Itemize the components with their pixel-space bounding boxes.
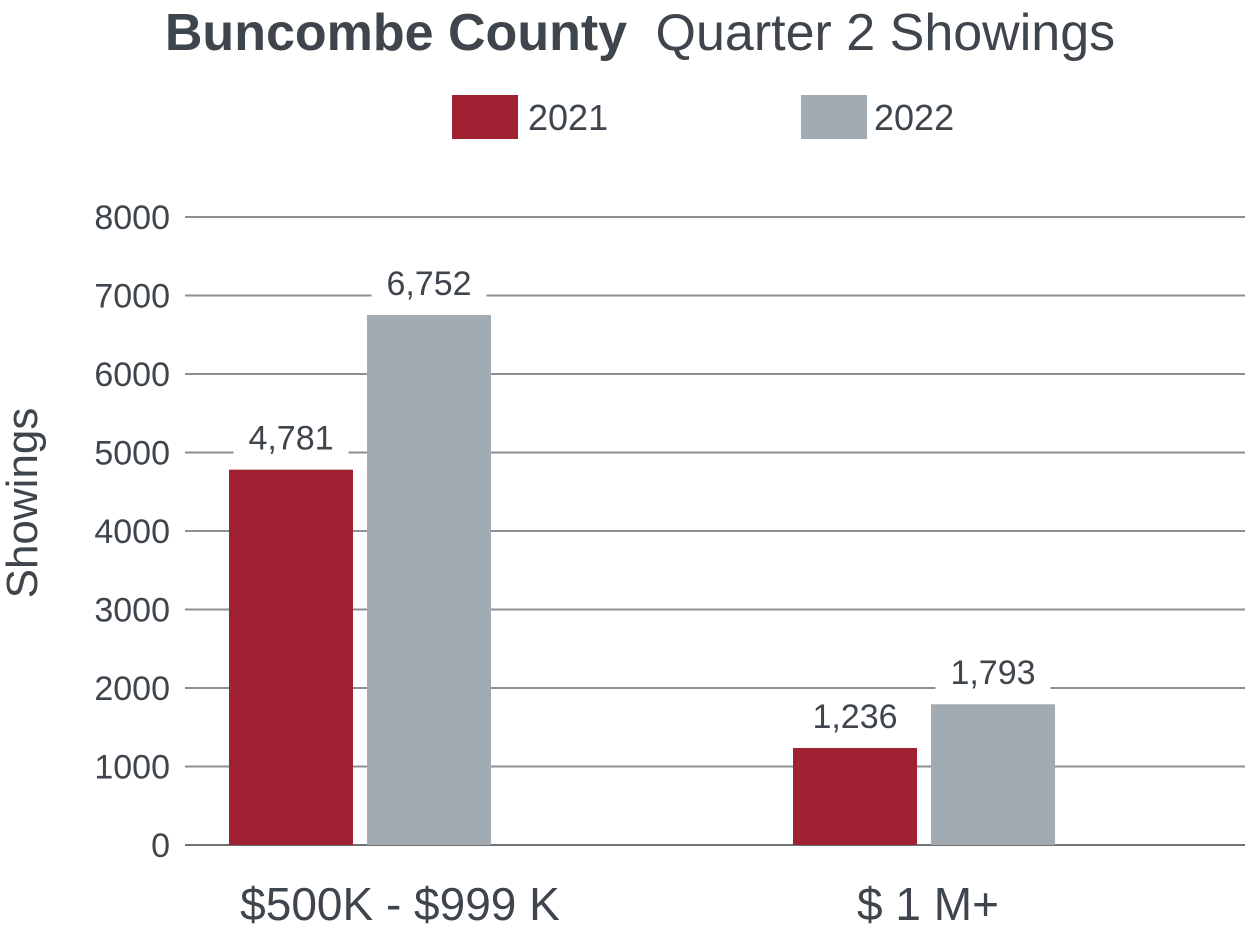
legend-label-2021: 2021 [528, 97, 608, 138]
legend-swatch-2021 [452, 95, 518, 139]
x-tick-0: $500K - $999 K [240, 878, 560, 930]
bar-2022-1 [931, 704, 1055, 845]
bar-label-2022-1: 1,793 [950, 654, 1035, 692]
legend-swatch-2022 [801, 95, 867, 139]
legend: 2021 2022 [452, 95, 954, 139]
y-axis-label: Showings [0, 408, 47, 599]
bar-2021-1 [793, 747, 917, 845]
legend-label-2022: 2022 [874, 97, 954, 138]
y-tick-5000: 5000 [94, 435, 170, 473]
bar-label-bg-2022-1 [935, 652, 1051, 693]
bar-2021-0 [229, 469, 353, 845]
y-tick-3000: 3000 [94, 592, 170, 630]
y-tick-2000: 2000 [94, 670, 170, 708]
x-tick-labels: $500K - $999 K $ 1 M+ [240, 878, 999, 930]
bar-label-2022-0: 6,752 [386, 265, 471, 303]
gridlines [185, 216, 1245, 846]
y-tick-8000: 8000 [94, 199, 170, 237]
bar-label-bg-2021-0 [233, 417, 349, 458]
bar-label-bg-2022-0 [371, 262, 487, 303]
chart-title: Buncombe County Quarter 2 Showings [165, 4, 1115, 62]
bar-label-2021-0: 4,781 [248, 420, 333, 458]
y-tick-0: 0 [151, 827, 170, 865]
y-tick-1000: 1000 [94, 749, 170, 787]
bars [229, 314, 1055, 845]
x-tick-1: $ 1 M+ [857, 878, 999, 930]
chart-title-rest: Quarter 2 Showings [656, 4, 1116, 62]
bar-label-2021-1: 1,236 [812, 698, 897, 736]
bar-2022-0 [367, 314, 491, 845]
y-tick-7000: 7000 [94, 278, 170, 316]
chart-title-bold: Buncombe County [165, 4, 627, 62]
y-tick-4000: 4000 [94, 513, 170, 551]
y-tick-6000: 6000 [94, 356, 170, 394]
bar-label-bg-2021-1 [797, 695, 913, 736]
bar-value-labels: 4,781 6,752 1,236 1,793 [233, 262, 1051, 736]
y-tick-labels: 0 1000 2000 3000 4000 5000 6000 7000 8000 [94, 199, 170, 865]
